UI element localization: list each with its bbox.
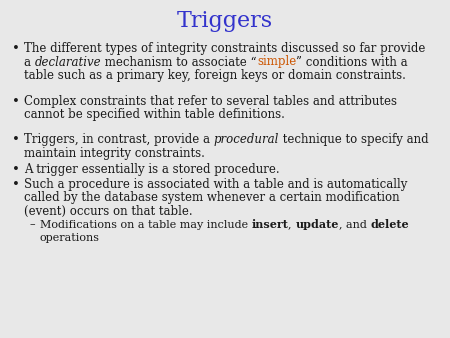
Text: maintain integrity constraints.: maintain integrity constraints. [24,147,205,160]
Text: declarative: declarative [35,55,101,69]
Text: technique to specify and: technique to specify and [279,134,429,146]
Text: Such a procedure is associated with a table and is automatically: Such a procedure is associated with a ta… [24,178,407,191]
Text: •: • [12,95,20,107]
Text: •: • [12,42,20,55]
Text: operations: operations [40,233,100,243]
Text: Complex constraints that refer to several tables and attributes: Complex constraints that refer to severa… [24,95,397,107]
Text: –: – [30,219,36,230]
Text: The different types of integrity constraints discussed so far provide: The different types of integrity constra… [24,42,425,55]
Text: called by the database system whenever a certain modification: called by the database system whenever a… [24,192,400,204]
Text: Modifications on a table may include: Modifications on a table may include [40,219,252,230]
Text: simple: simple [257,55,296,69]
Text: cannot be specified within table definitions.: cannot be specified within table definit… [24,108,285,121]
Text: delete: delete [370,219,409,231]
Text: (event) occurs on that table.: (event) occurs on that table. [24,205,193,218]
Text: Triggers: Triggers [177,10,273,32]
Text: ” conditions with a: ” conditions with a [296,55,408,69]
Text: •: • [12,178,20,191]
Text: Triggers, in contrast, provide a: Triggers, in contrast, provide a [24,134,214,146]
Text: a: a [24,55,35,69]
Text: procedural: procedural [214,134,279,146]
Text: insert: insert [252,219,288,231]
Text: mechanism to associate “: mechanism to associate “ [101,55,257,69]
Text: •: • [12,163,20,175]
Text: •: • [12,134,20,146]
Text: A trigger essentially is a stored procedure.: A trigger essentially is a stored proced… [24,163,279,175]
Text: table such as a primary key, foreign keys or domain constraints.: table such as a primary key, foreign key… [24,69,406,82]
Text: update: update [296,219,339,231]
Text: ,: , [288,219,296,230]
Text: , and: , and [339,219,370,230]
